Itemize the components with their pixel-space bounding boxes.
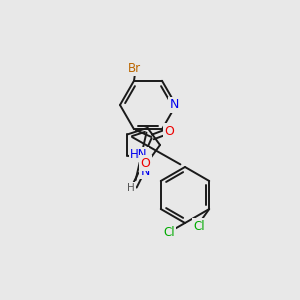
Text: O: O (164, 125, 174, 138)
Text: Cl: Cl (194, 220, 205, 232)
Text: O: O (141, 157, 151, 169)
Text: N: N (169, 98, 179, 112)
Text: H: H (127, 183, 135, 193)
Text: Cl: Cl (163, 226, 175, 239)
Text: N: N (140, 165, 150, 178)
Text: HN: HN (130, 148, 148, 161)
Text: Br: Br (128, 62, 141, 75)
